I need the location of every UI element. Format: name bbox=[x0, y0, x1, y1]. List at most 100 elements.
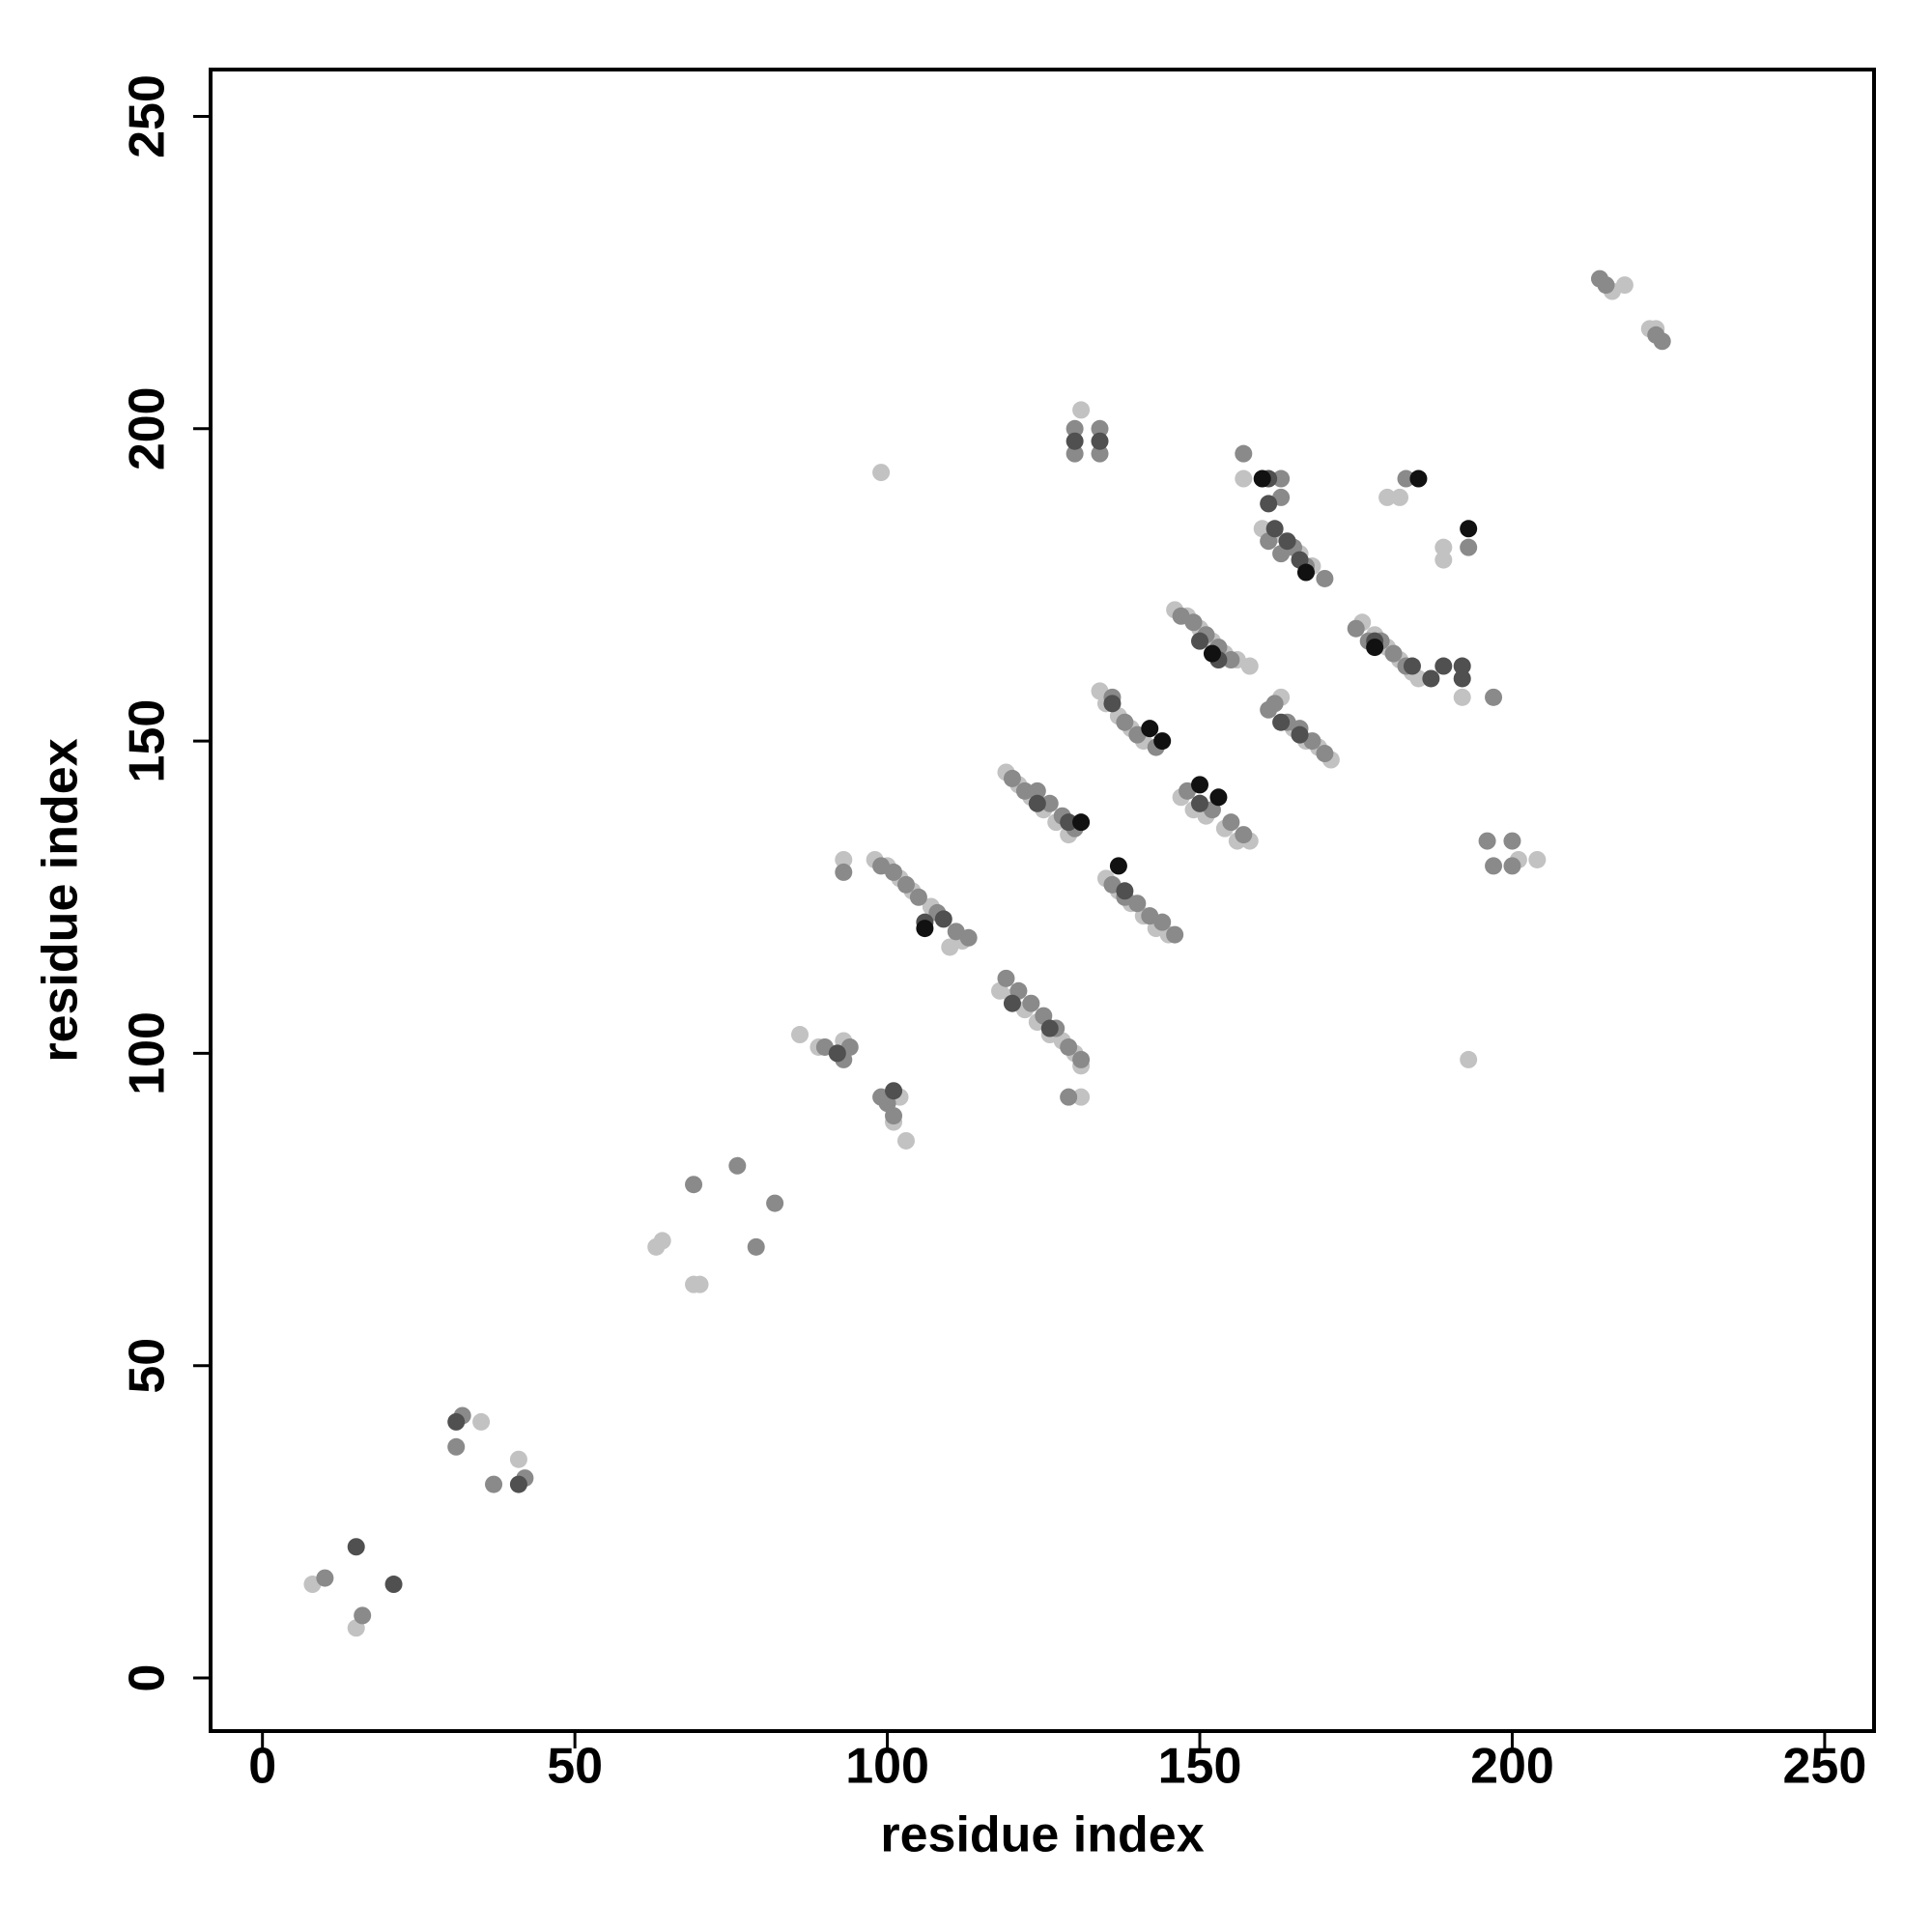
point bbox=[1072, 1088, 1091, 1106]
point bbox=[1209, 788, 1228, 807]
y-tick-label: 200 bbox=[120, 386, 176, 470]
point bbox=[1153, 732, 1172, 751]
point bbox=[316, 1569, 334, 1587]
x-axis-title: residue index bbox=[880, 1807, 1204, 1863]
point bbox=[1272, 469, 1291, 488]
y-tick-label: 0 bbox=[120, 1664, 176, 1692]
point bbox=[1240, 657, 1259, 675]
point bbox=[1116, 713, 1134, 731]
point bbox=[1191, 632, 1209, 650]
y-tick-label: 50 bbox=[120, 1338, 176, 1394]
point bbox=[828, 1044, 846, 1063]
point bbox=[1478, 832, 1496, 850]
point bbox=[1072, 1050, 1091, 1068]
point bbox=[1503, 857, 1521, 875]
point bbox=[1265, 695, 1284, 713]
point bbox=[791, 1026, 810, 1044]
point bbox=[1615, 276, 1634, 295]
point bbox=[1028, 781, 1046, 800]
point bbox=[747, 1237, 765, 1256]
point bbox=[1072, 401, 1091, 419]
point bbox=[1091, 419, 1109, 438]
point bbox=[1184, 613, 1203, 632]
point bbox=[691, 1275, 709, 1293]
point bbox=[766, 1194, 784, 1212]
point bbox=[1347, 619, 1365, 638]
point bbox=[1060, 1037, 1078, 1056]
point bbox=[1253, 469, 1271, 488]
point bbox=[1597, 276, 1615, 295]
point bbox=[1409, 469, 1428, 488]
point bbox=[1378, 488, 1397, 506]
point bbox=[1040, 1019, 1059, 1037]
point bbox=[1022, 994, 1040, 1012]
point bbox=[1003, 769, 1021, 787]
point bbox=[509, 1475, 527, 1493]
point bbox=[1316, 569, 1334, 587]
point bbox=[1235, 469, 1253, 488]
point bbox=[1366, 639, 1384, 657]
point bbox=[1528, 850, 1547, 868]
point bbox=[1291, 725, 1309, 744]
point bbox=[485, 1475, 503, 1493]
point bbox=[1391, 488, 1409, 506]
point bbox=[1103, 695, 1122, 713]
point bbox=[1109, 857, 1127, 875]
x-tick-label: 150 bbox=[1158, 1739, 1242, 1795]
y-axis-title: residue index bbox=[33, 738, 89, 1062]
point bbox=[1128, 895, 1147, 913]
x-tick-label: 250 bbox=[1783, 1739, 1867, 1795]
point bbox=[354, 1606, 372, 1625]
point bbox=[1453, 657, 1471, 675]
point bbox=[1460, 520, 1478, 538]
point bbox=[509, 1450, 527, 1468]
point bbox=[1003, 994, 1021, 1012]
point bbox=[1485, 857, 1503, 875]
point bbox=[1435, 538, 1453, 556]
point bbox=[835, 850, 853, 868]
point bbox=[1460, 538, 1478, 556]
point bbox=[1028, 794, 1046, 812]
point bbox=[1153, 913, 1172, 931]
point bbox=[1235, 444, 1253, 463]
x-tick-label: 50 bbox=[547, 1739, 603, 1795]
y-tick-label: 250 bbox=[120, 74, 176, 158]
point bbox=[909, 888, 927, 906]
point bbox=[997, 969, 1015, 987]
point bbox=[1191, 776, 1209, 794]
point bbox=[1384, 644, 1403, 663]
point bbox=[1403, 657, 1421, 675]
point bbox=[1647, 326, 1665, 344]
point bbox=[885, 863, 903, 881]
point bbox=[1222, 651, 1240, 669]
point bbox=[1278, 532, 1296, 551]
point bbox=[1296, 563, 1315, 582]
point bbox=[1091, 432, 1109, 450]
point bbox=[1460, 1050, 1478, 1068]
point bbox=[1453, 669, 1471, 688]
point bbox=[916, 920, 934, 938]
point bbox=[1222, 813, 1240, 832]
point bbox=[959, 928, 978, 947]
point bbox=[1316, 745, 1334, 763]
point bbox=[1191, 794, 1209, 812]
point bbox=[1116, 882, 1134, 900]
y-tick-label: 150 bbox=[120, 699, 176, 783]
plot-frame bbox=[209, 68, 1876, 1733]
point bbox=[1435, 551, 1453, 569]
point bbox=[1203, 644, 1221, 663]
point bbox=[885, 1082, 903, 1100]
point bbox=[1060, 813, 1078, 832]
point bbox=[447, 1437, 466, 1456]
point bbox=[1453, 688, 1471, 706]
point bbox=[1265, 520, 1284, 538]
point bbox=[1072, 813, 1091, 832]
point bbox=[1015, 781, 1034, 800]
point bbox=[835, 863, 853, 881]
point bbox=[347, 1538, 365, 1556]
point bbox=[1397, 469, 1415, 488]
point bbox=[1260, 495, 1278, 513]
point bbox=[384, 1576, 403, 1594]
point bbox=[728, 1156, 747, 1175]
point bbox=[1485, 688, 1503, 706]
